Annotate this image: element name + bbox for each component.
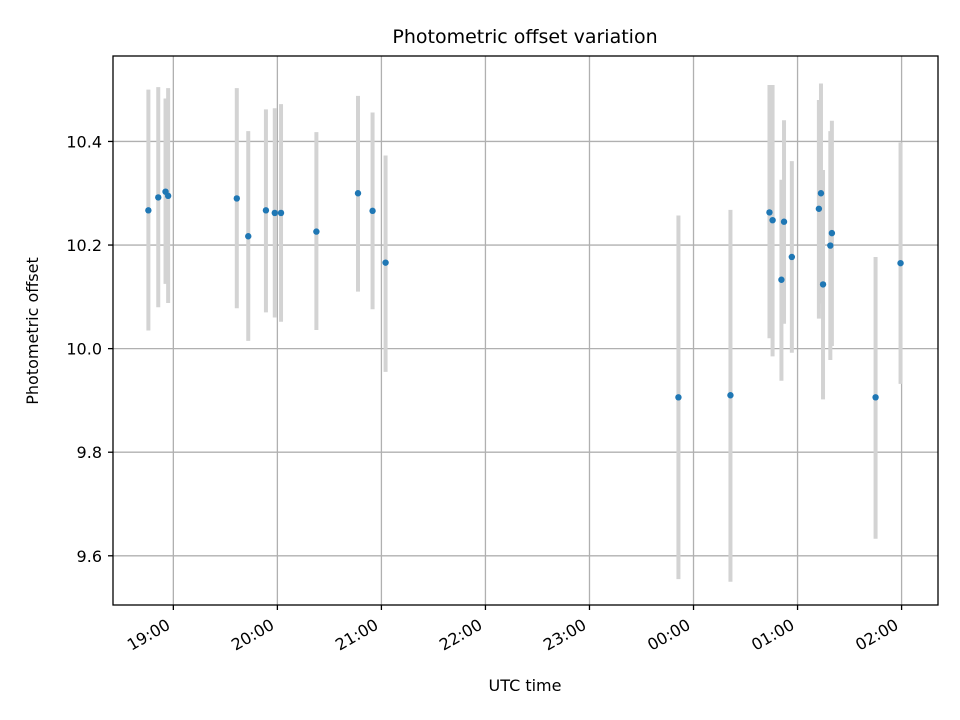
data-point: [354, 190, 362, 197]
data-point: [780, 218, 788, 225]
data-point: [872, 394, 879, 401]
data-point: [819, 281, 827, 288]
data-point: [245, 233, 252, 240]
data-point: [788, 253, 796, 261]
y-tick-label: 9.8: [77, 443, 102, 462]
data-point: [828, 229, 836, 237]
data-point: [815, 205, 823, 212]
y-tick-label: 10.2: [66, 236, 102, 255]
y-tick-label: 9.6: [77, 547, 102, 566]
data-point: [369, 207, 376, 215]
y-tick-label: 10.4: [66, 132, 102, 151]
data-point: [271, 209, 278, 217]
data-point: [277, 209, 285, 217]
y-axis-label: Photometric offset: [23, 257, 42, 405]
data-point: [817, 190, 825, 197]
x-axis-label: UTC time: [489, 676, 562, 695]
data-point: [727, 392, 734, 399]
data-point: [145, 207, 152, 214]
data-point: [262, 207, 270, 214]
y-tick-label: 10.0: [66, 340, 102, 359]
data-point: [233, 195, 241, 202]
data-point: [313, 228, 320, 235]
data-point: [827, 242, 834, 249]
data-point: [769, 216, 776, 224]
chart-title: Photometric offset variation: [392, 26, 657, 48]
plot-area-frame: [112, 55, 939, 606]
y-axis-ticks: 9.6 9.8 10.0 10.2 10.4: [66, 132, 113, 566]
grid-layer: [113, 56, 938, 605]
data-point: [897, 259, 904, 267]
data-point: [675, 394, 682, 401]
data-point: [155, 194, 162, 201]
data-point: [164, 192, 172, 200]
data-point: [778, 276, 785, 283]
point-layer: [145, 188, 904, 401]
data-point: [766, 209, 773, 216]
data-point: [382, 259, 389, 266]
